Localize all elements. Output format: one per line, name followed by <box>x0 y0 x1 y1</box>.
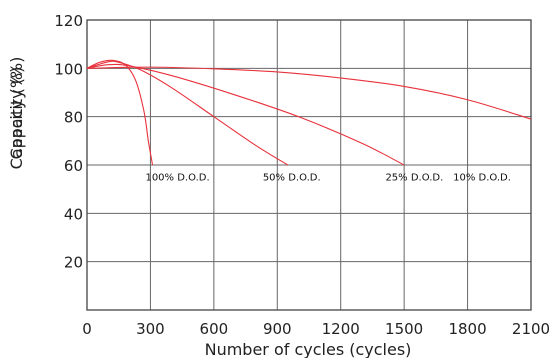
y-axis-title: Capacity (%) Capacity (%) <box>7 57 26 170</box>
y-axis-label-1: Capacity (%) <box>7 67 26 170</box>
series-annotation: 50% D.O.D. <box>263 173 321 184</box>
series-line-10-d-o-d <box>86 66 532 120</box>
x-tick-label: 600 <box>200 320 229 338</box>
plot-frame <box>86 19 532 311</box>
series-annotation: 10% D.O.D. <box>453 173 511 184</box>
y-tick-labels: 20 40 60 80 100 120 <box>54 12 83 272</box>
grid <box>86 19 532 311</box>
x-tick-label: 300 <box>136 320 165 338</box>
x-tick-label: 900 <box>263 320 292 338</box>
y-tick-label: 100 <box>54 60 83 78</box>
annotations: 100% D.O.D. 50% D.O.D. 25% D.O.D. 10% D.O.D… <box>145 173 510 184</box>
series-curves <box>86 59 532 166</box>
x-tick-label: 1500 <box>385 320 423 338</box>
y-tick-label: 60 <box>64 157 83 175</box>
y-axis-label-2: Capacity (%) <box>7 57 26 160</box>
series-line-100-d-o-d <box>86 59 154 166</box>
x-tick-label: 1800 <box>448 320 486 338</box>
x-axis-label: Number of cycles (cycles) <box>205 340 412 358</box>
series-line-50-d-o-d <box>86 60 289 166</box>
y-tick-label: 40 <box>64 205 83 223</box>
series-annotation: 25% D.O.D. <box>385 173 443 184</box>
x-tick-label: 2100 <box>512 320 550 338</box>
y-tick-label: 20 <box>64 254 83 272</box>
x-tick-label: 0 <box>82 320 92 338</box>
series-line-25-d-o-d <box>86 63 405 166</box>
y-tick-label: 120 <box>54 12 83 30</box>
x-tick-label: 1200 <box>322 320 360 338</box>
y-tick-label: 80 <box>64 109 83 127</box>
x-tick-labels: 0 300 600 900 1200 1500 1800 2100 <box>82 320 550 338</box>
series-annotation: 100% D.O.D. <box>145 173 209 184</box>
